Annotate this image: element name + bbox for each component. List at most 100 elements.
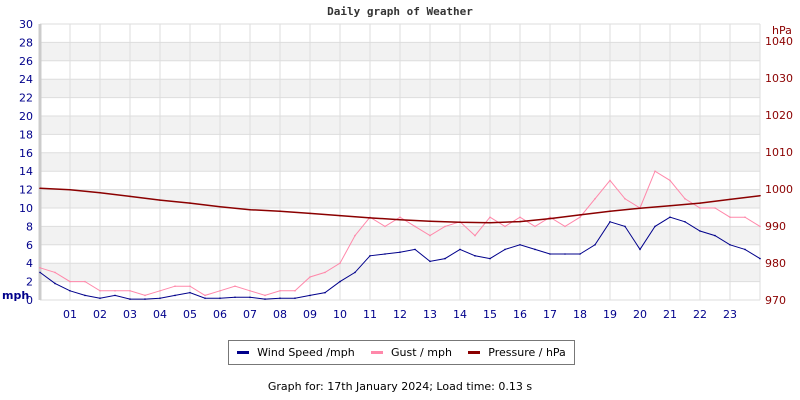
data-point [159, 290, 161, 292]
footer-text: Graph for: 17th January 2024; Load time:… [267, 380, 533, 393]
data-point [564, 225, 566, 228]
wind-swatch [237, 351, 250, 354]
x-tick-label: 13 [423, 308, 437, 321]
data-point [429, 220, 431, 222]
x-tick-label: 10 [333, 308, 347, 321]
data-point [189, 291, 191, 294]
data-point [474, 255, 476, 257]
data-point [144, 294, 146, 297]
data-point [159, 199, 161, 201]
data-point [39, 187, 41, 190]
data-point [714, 234, 716, 237]
data-point [69, 280, 71, 283]
data-point [309, 294, 311, 297]
data-point [189, 285, 191, 288]
y-tick-label-right: 1030 [765, 72, 793, 85]
x-tick-label: 06 [213, 308, 227, 321]
data-point [414, 225, 416, 228]
data-point [399, 216, 401, 218]
y-axis-label-left: mph [2, 289, 29, 302]
data-point [159, 297, 161, 299]
legend-label: Gust / mph [391, 346, 452, 359]
data-point [684, 198, 686, 200]
data-point [699, 230, 701, 232]
x-tick-label: 15 [483, 308, 497, 321]
x-tick-label: 21 [663, 308, 677, 321]
legend-item-gust: Gust / mph [371, 346, 452, 359]
data-point [414, 248, 416, 251]
data-point [534, 225, 536, 228]
data-point [129, 195, 131, 198]
data-point [609, 210, 611, 213]
data-point [234, 285, 236, 288]
data-point [279, 290, 281, 292]
pressure-swatch [468, 351, 481, 354]
data-point [429, 260, 431, 263]
data-point [759, 257, 761, 260]
y-tick-label-left: 12 [19, 184, 33, 197]
data-point [324, 271, 326, 274]
data-point [654, 225, 656, 228]
x-tick-label: 08 [273, 308, 287, 321]
x-tick-label: 18 [573, 308, 587, 321]
data-point [549, 253, 551, 255]
data-point [234, 296, 236, 299]
data-point [624, 225, 626, 228]
data-point [579, 214, 581, 216]
data-point [729, 216, 731, 218]
data-point [264, 294, 266, 297]
data-point [144, 298, 146, 300]
y-tick-label-left: 10 [19, 202, 33, 215]
data-point [309, 276, 311, 278]
data-point [519, 220, 521, 223]
y-tick-label-left: 18 [19, 128, 33, 141]
data-point [339, 262, 341, 265]
x-tick-label: 20 [633, 308, 647, 321]
data-point [534, 248, 536, 251]
data-point [114, 294, 116, 297]
legend-item-wind: Wind Speed /mph [237, 346, 355, 359]
data-point [84, 294, 86, 297]
y-tick-label-left: 8 [26, 220, 33, 233]
data-point [249, 208, 251, 211]
y-tick-label-left: 26 [19, 55, 33, 68]
chart-title: Daily graph of Weather [327, 5, 473, 18]
data-point [639, 248, 641, 251]
data-point [219, 205, 221, 208]
data-point [474, 234, 476, 237]
y-tick-label-right: 1000 [765, 183, 793, 196]
data-point [354, 234, 356, 237]
data-point [429, 234, 431, 237]
x-tick-label: 14 [453, 308, 467, 321]
data-point [219, 290, 221, 292]
data-point [579, 253, 581, 255]
data-point [129, 290, 131, 292]
y-tick-label-right: 1010 [765, 146, 793, 159]
data-point [444, 225, 446, 228]
x-tick-label: 09 [303, 308, 317, 321]
data-point [609, 221, 611, 223]
data-point [309, 212, 311, 215]
data-point [279, 210, 281, 213]
data-point [39, 271, 41, 274]
data-point [504, 248, 506, 251]
legend-label: Wind Speed /mph [257, 346, 355, 359]
x-tick-label: 07 [243, 308, 257, 321]
legend-label: Pressure / hPa [488, 346, 566, 359]
data-point [714, 207, 716, 209]
data-point [639, 207, 641, 210]
data-point [354, 271, 356, 274]
data-point [459, 221, 461, 224]
data-point [699, 202, 701, 204]
x-tick-label: 22 [693, 308, 707, 321]
y-tick-label-left: 0 [26, 294, 33, 307]
x-tick-label: 02 [93, 308, 107, 321]
x-tick-label: 01 [63, 308, 77, 321]
data-point [174, 294, 176, 297]
y-tick-label-right: 970 [765, 294, 786, 307]
y-tick-label-left: 30 [19, 18, 33, 31]
data-point [294, 297, 296, 299]
legend: Wind Speed /mph Gust / mph Pressure / hP… [228, 340, 575, 365]
